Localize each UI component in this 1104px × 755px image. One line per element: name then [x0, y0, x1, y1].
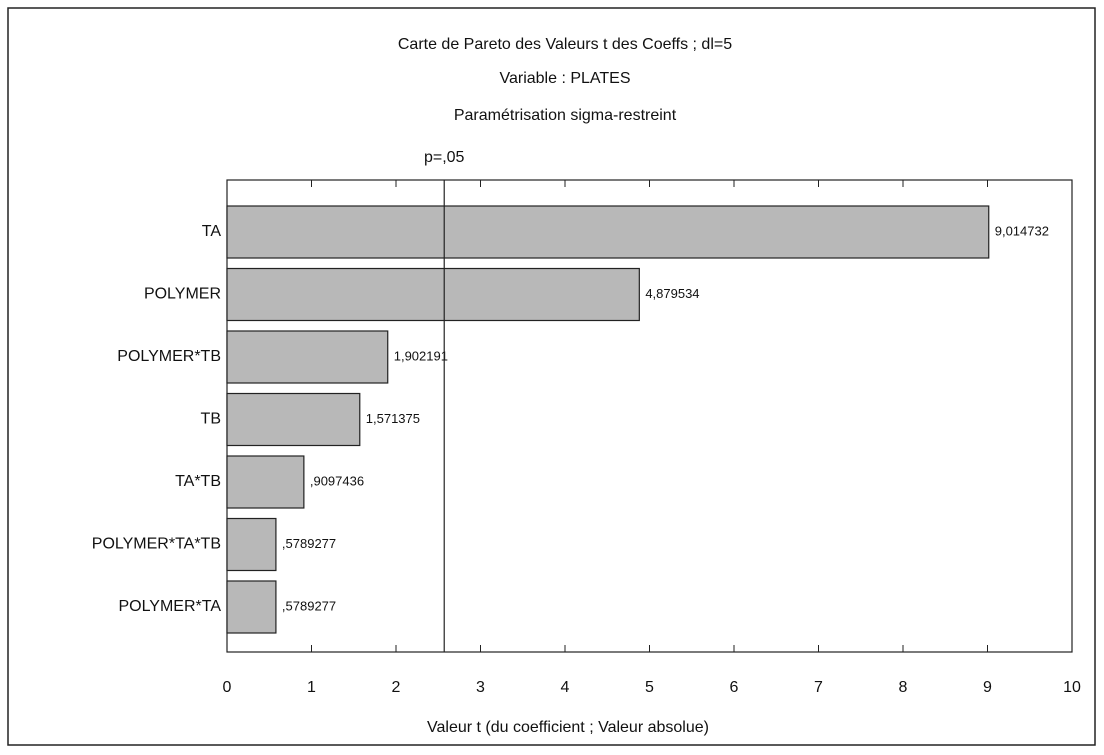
- y-tick-label: POLYMER*TA: [118, 598, 221, 615]
- y-tick-label: TB: [201, 411, 221, 428]
- bar: [226, 205, 990, 259]
- y-tick-label: POLYMER*TA*TB: [92, 536, 221, 553]
- bar: [226, 267, 640, 322]
- bar: [226, 330, 389, 384]
- value-label: 1,571375: [366, 411, 420, 426]
- outer-frame: [7, 7, 1096, 746]
- y-tick-label: TA: [202, 223, 222, 240]
- value-label: 1,902191: [394, 348, 448, 363]
- y-tick-label: POLYMER*TB: [117, 348, 221, 365]
- x-tick-label: 7: [814, 679, 823, 696]
- value-label: 4,879534: [645, 286, 699, 301]
- x-tick-label: 8: [899, 679, 908, 696]
- chart-subtitle: Paramétrisation sigma-restreint: [454, 107, 677, 124]
- x-tick-label: 2: [392, 679, 401, 696]
- value-label: ,5789277: [282, 598, 336, 613]
- x-tick-label: 9: [983, 679, 992, 696]
- chart-title: Carte de Pareto des Valeurs t des Coeffs…: [398, 36, 732, 53]
- bar: [226, 455, 305, 509]
- value-label: 9,014732: [995, 223, 1049, 238]
- bar: [226, 580, 277, 634]
- x-tick-label: 4: [561, 679, 570, 696]
- x-tick-label: 5: [645, 679, 654, 696]
- value-label: ,9097436: [310, 473, 364, 488]
- x-tick-label: 10: [1063, 679, 1081, 696]
- x-axis-label: Valeur t (du coefficient ; Valeur absolu…: [427, 719, 709, 736]
- y-tick-label: POLYMER: [144, 286, 221, 303]
- bar: [226, 392, 361, 447]
- x-tick-label: 3: [476, 679, 485, 696]
- x-tick-label: 6: [730, 679, 739, 696]
- bar: [226, 517, 277, 572]
- x-tick-label: 0: [223, 679, 232, 696]
- x-tick-label: 1: [307, 679, 316, 696]
- reference-label: p=,05: [424, 149, 465, 166]
- value-label: ,5789277: [282, 536, 336, 551]
- chart-subtitle: Variable : PLATES: [499, 70, 630, 87]
- y-tick-label: TA*TB: [175, 473, 221, 490]
